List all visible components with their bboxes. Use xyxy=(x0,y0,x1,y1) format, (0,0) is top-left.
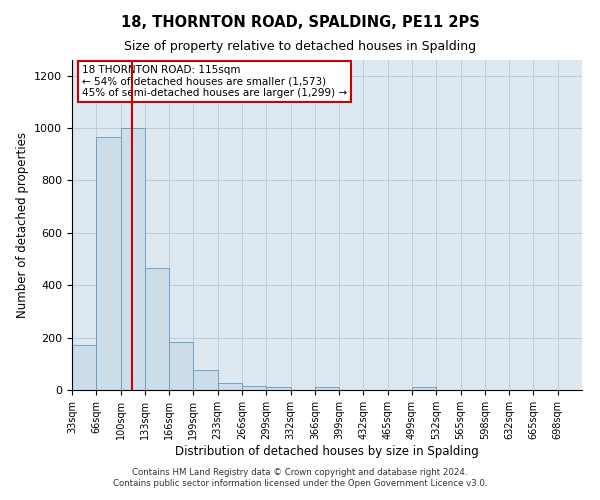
Text: Contains HM Land Registry data © Crown copyright and database right 2024.
Contai: Contains HM Land Registry data © Crown c… xyxy=(113,468,487,487)
Bar xyxy=(412,388,436,390)
Bar xyxy=(121,128,145,390)
Text: 18 THORNTON ROAD: 115sqm
← 54% of detached houses are smaller (1,573)
45% of sem: 18 THORNTON ROAD: 115sqm ← 54% of detach… xyxy=(82,65,347,98)
Bar xyxy=(242,386,266,390)
Bar xyxy=(72,346,96,390)
Bar xyxy=(315,388,339,390)
Text: 18, THORNTON ROAD, SPALDING, PE11 2PS: 18, THORNTON ROAD, SPALDING, PE11 2PS xyxy=(121,15,479,30)
X-axis label: Distribution of detached houses by size in Spalding: Distribution of detached houses by size … xyxy=(175,444,479,458)
Y-axis label: Number of detached properties: Number of detached properties xyxy=(16,132,29,318)
Bar xyxy=(169,342,193,390)
Bar xyxy=(145,268,169,390)
Bar xyxy=(266,388,290,390)
Bar xyxy=(218,384,242,390)
Text: Size of property relative to detached houses in Spalding: Size of property relative to detached ho… xyxy=(124,40,476,53)
Bar xyxy=(193,370,218,390)
Bar xyxy=(96,138,121,390)
